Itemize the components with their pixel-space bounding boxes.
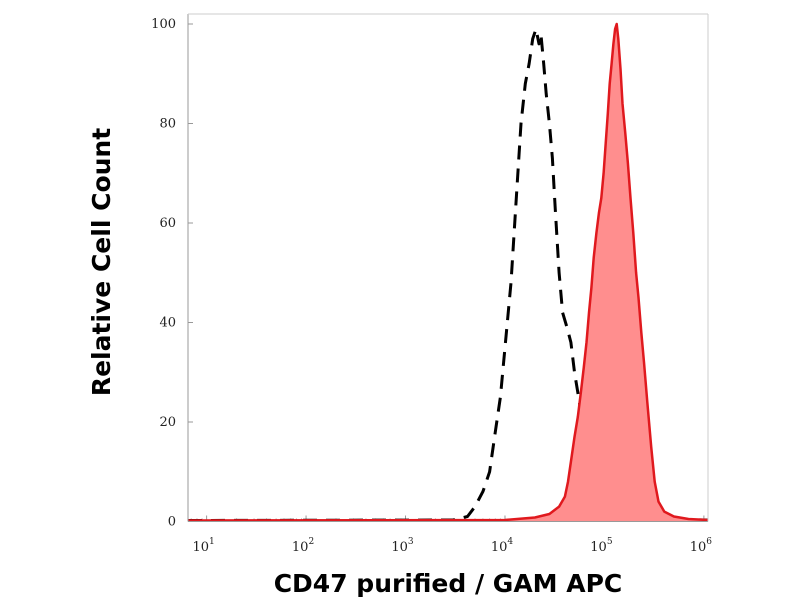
x-tick-label: 106 [690,537,713,555]
x-tick-exponent: 2 [308,537,314,547]
x-tick-base: 10 [391,540,408,555]
x-tick-label: 104 [491,537,514,555]
x-tick-label: 103 [391,537,414,555]
x-tick-exponent: 5 [607,537,613,547]
x-tick-base: 10 [491,540,508,555]
x-tick-base: 10 [292,540,309,555]
y-tick-label: 80 [159,117,176,132]
y-tick-label: 40 [159,316,176,331]
x-tick-exponent: 4 [507,537,513,547]
x-tick-exponent: 6 [706,537,712,547]
dashed-histogram-line [187,27,709,522]
y-axis: 0 20 40 60 80 100 [151,17,193,530]
x-tick-base: 10 [590,540,607,555]
y-tick-label: 60 [159,216,176,231]
x-tick-base: 10 [690,540,707,555]
filled-histogram-outline [187,22,709,522]
x-tick-exponent: 1 [209,537,215,547]
y-tick-label: 100 [151,17,176,32]
filled-histogram-area [188,24,708,522]
y-axis-title: Relative Cell Count [87,128,116,396]
x-tick-exponent: 3 [408,537,414,547]
series-group [187,22,709,522]
y-tick-label: 0 [168,515,176,530]
x-axis-title: CD47 purified / GAM APC [274,569,623,598]
x-tick-label: 105 [590,537,613,555]
x-tick-label: 102 [292,537,314,555]
y-tick-label: 20 [159,415,176,430]
x-tick-label: 101 [192,537,214,555]
x-tick-base: 10 [192,540,209,555]
